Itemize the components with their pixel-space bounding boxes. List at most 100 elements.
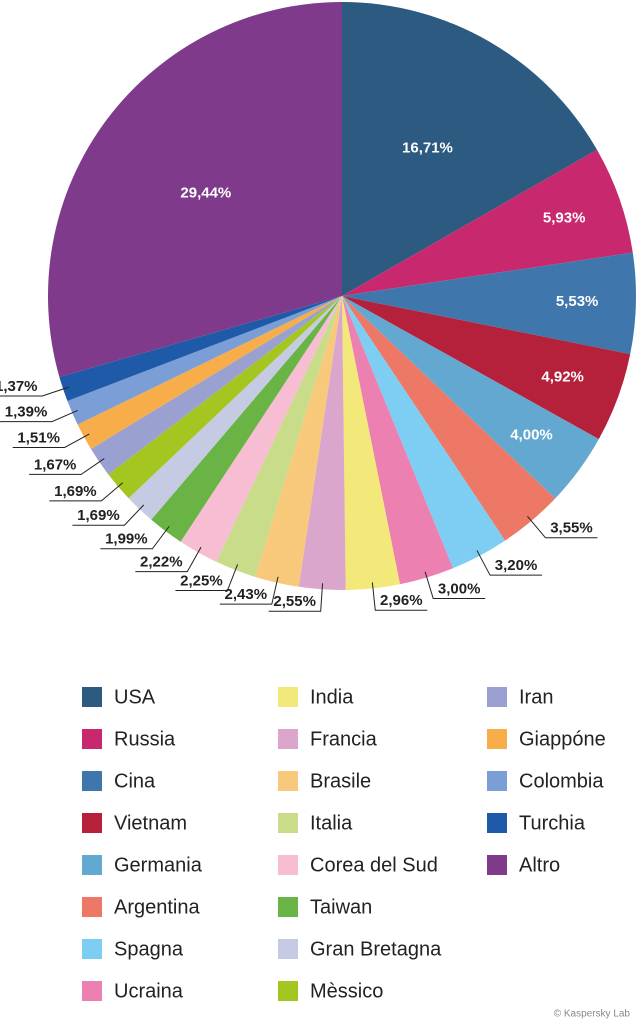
slice	[128, 296, 342, 520]
legend-label: India	[310, 686, 354, 708]
slice-label: 29,44%	[180, 184, 231, 201]
leader-line	[371, 582, 428, 611]
legend-label: Corea del Sud	[310, 854, 438, 876]
slice	[77, 296, 342, 449]
legend-label: Taiwan	[310, 896, 372, 918]
legend-label: Cina	[114, 770, 156, 792]
slice-label: 1,69%	[54, 483, 97, 500]
legend-swatch	[278, 729, 298, 749]
leader-line	[135, 546, 202, 573]
slice	[342, 252, 636, 355]
slice-labels: 16,71% 5,93% 5,53% 4,92% 4,00% 3,55% 3,20% 3,00…	[0, 139, 599, 612]
slice	[342, 296, 506, 569]
legend-swatch	[278, 981, 298, 1001]
slice	[216, 296, 342, 577]
legend-swatch	[82, 729, 102, 749]
legend-swatch	[278, 897, 298, 917]
legend-swatch	[487, 813, 507, 833]
credit: © Kaspersky Lab	[554, 1009, 631, 1020]
legend-swatch	[278, 687, 298, 707]
legend-label: Russia	[114, 728, 176, 750]
legend-label: Giappóne	[519, 728, 606, 750]
slice	[342, 296, 400, 590]
slice	[108, 296, 342, 499]
slice-label: 3,55%	[550, 520, 593, 537]
legend-swatch	[487, 687, 507, 707]
legend-label: Spagna	[114, 938, 184, 960]
slice-label: 1,37%	[0, 378, 38, 395]
slice-label: 1,67%	[34, 456, 77, 473]
legend-label: Turchia	[519, 812, 586, 834]
slice-label: 2,25%	[180, 572, 223, 589]
slice-label: 1,51%	[17, 429, 60, 446]
slice	[90, 296, 342, 475]
legend-swatch	[278, 771, 298, 791]
slice-label: 16,71%	[402, 139, 453, 156]
leader-line	[0, 410, 78, 423]
slice-label: 3,00%	[438, 581, 481, 598]
legend-swatch	[487, 855, 507, 875]
legend-swatch	[278, 939, 298, 959]
slice-label: 3,20%	[495, 557, 538, 574]
legend-label: Germania	[114, 854, 203, 876]
legend-swatch	[82, 897, 102, 917]
slice	[180, 296, 342, 562]
slice	[342, 149, 633, 296]
leader-line	[100, 526, 170, 550]
slice-label: 5,53%	[556, 293, 599, 310]
legend-label: Colombia	[519, 770, 604, 792]
slice-label: 1,69%	[77, 507, 120, 524]
leader-line	[219, 576, 279, 605]
slice-label: 1,39%	[5, 404, 48, 421]
legend-label: Italia	[310, 812, 353, 834]
leader-line	[72, 504, 145, 526]
slice	[47, 2, 342, 377]
legend-swatch	[82, 981, 102, 1001]
slice	[342, 296, 599, 499]
slice	[342, 2, 598, 296]
leader-line	[175, 564, 239, 591]
slice-label: 1,99%	[105, 531, 148, 548]
legend-label: Iran	[519, 686, 553, 708]
legend-swatch	[82, 939, 102, 959]
slice	[342, 296, 453, 585]
legend-swatch	[82, 813, 102, 833]
slice	[342, 296, 556, 541]
legend-label: Francia	[310, 728, 378, 750]
legend-swatch	[278, 813, 298, 833]
legend-label: Altro	[519, 854, 560, 876]
leader-line	[0, 386, 69, 397]
leader-line	[268, 583, 324, 612]
slice-label: 2,55%	[273, 593, 316, 610]
slice	[255, 296, 342, 587]
slice	[67, 296, 343, 425]
legend-swatch	[82, 771, 102, 791]
legend-label: Brasile	[310, 770, 371, 792]
leader-line	[527, 516, 598, 539]
slice	[298, 296, 346, 591]
legend-label: Gran Bretagna	[310, 938, 442, 960]
slice	[151, 296, 342, 542]
pie	[47, 2, 636, 591]
legend-swatch	[278, 855, 298, 875]
legend-swatch	[487, 729, 507, 749]
slice-label: 2,96%	[380, 592, 423, 609]
legend-label: Argentina	[114, 896, 200, 918]
slice	[59, 296, 342, 401]
slice-label: 4,00%	[510, 426, 553, 443]
leader-line	[424, 571, 486, 600]
slice	[342, 296, 631, 440]
slice-label: 2,22%	[140, 554, 183, 571]
slice-label: 2,43%	[225, 586, 268, 603]
legend-swatch	[82, 687, 102, 707]
legend-label: Vietnam	[114, 812, 187, 834]
legend-label: USA	[114, 686, 156, 708]
legend-swatch	[82, 855, 102, 875]
leader-line	[476, 550, 543, 576]
leader-line	[29, 458, 105, 475]
legend-label: Mèssico	[310, 980, 383, 1002]
slice-label: 4,92%	[541, 368, 584, 385]
legend-swatch	[487, 771, 507, 791]
slice-label: 5,93%	[543, 210, 586, 227]
